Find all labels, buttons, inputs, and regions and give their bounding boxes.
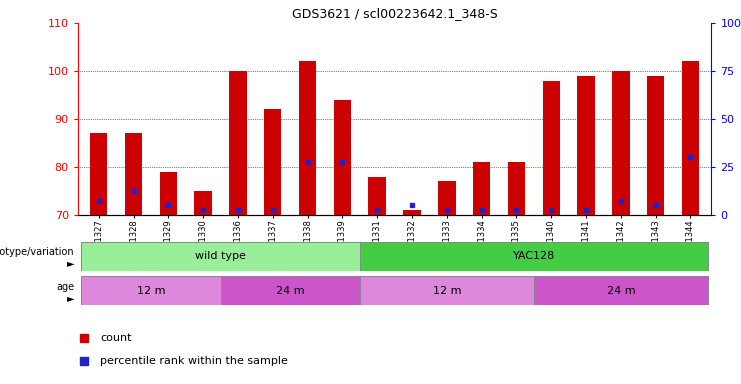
Bar [360, 276, 534, 305]
Bar [542, 81, 560, 215]
Bar [82, 276, 221, 305]
Text: 24 m: 24 m [607, 286, 635, 296]
Text: count: count [100, 333, 131, 343]
Text: genotype/variation: genotype/variation [0, 247, 74, 257]
Text: 12 m: 12 m [136, 286, 165, 296]
Bar [194, 191, 212, 215]
Bar [264, 109, 282, 215]
Bar [368, 177, 386, 215]
Bar [682, 61, 700, 215]
Bar [159, 172, 177, 215]
Bar [299, 61, 316, 215]
Text: ►: ► [67, 293, 74, 303]
Bar [403, 210, 421, 215]
Text: age: age [56, 281, 74, 291]
Text: 24 m: 24 m [276, 286, 305, 296]
Bar [473, 162, 491, 215]
Text: 12 m: 12 m [433, 286, 461, 296]
Bar [647, 76, 665, 215]
Bar [360, 242, 708, 271]
Bar [508, 162, 525, 215]
Text: ►: ► [67, 258, 74, 268]
Bar [229, 71, 247, 215]
Bar [612, 71, 630, 215]
Text: percentile rank within the sample: percentile rank within the sample [100, 356, 288, 366]
Bar [124, 133, 142, 215]
Text: wild type: wild type [195, 251, 246, 262]
Bar [221, 276, 360, 305]
Bar [577, 76, 595, 215]
Bar [82, 242, 360, 271]
Bar [534, 276, 708, 305]
Title: GDS3621 / scl00223642.1_348-S: GDS3621 / scl00223642.1_348-S [292, 7, 497, 20]
Bar [90, 133, 107, 215]
Text: YAC128: YAC128 [513, 251, 555, 262]
Bar [438, 181, 456, 215]
Bar [333, 100, 351, 215]
